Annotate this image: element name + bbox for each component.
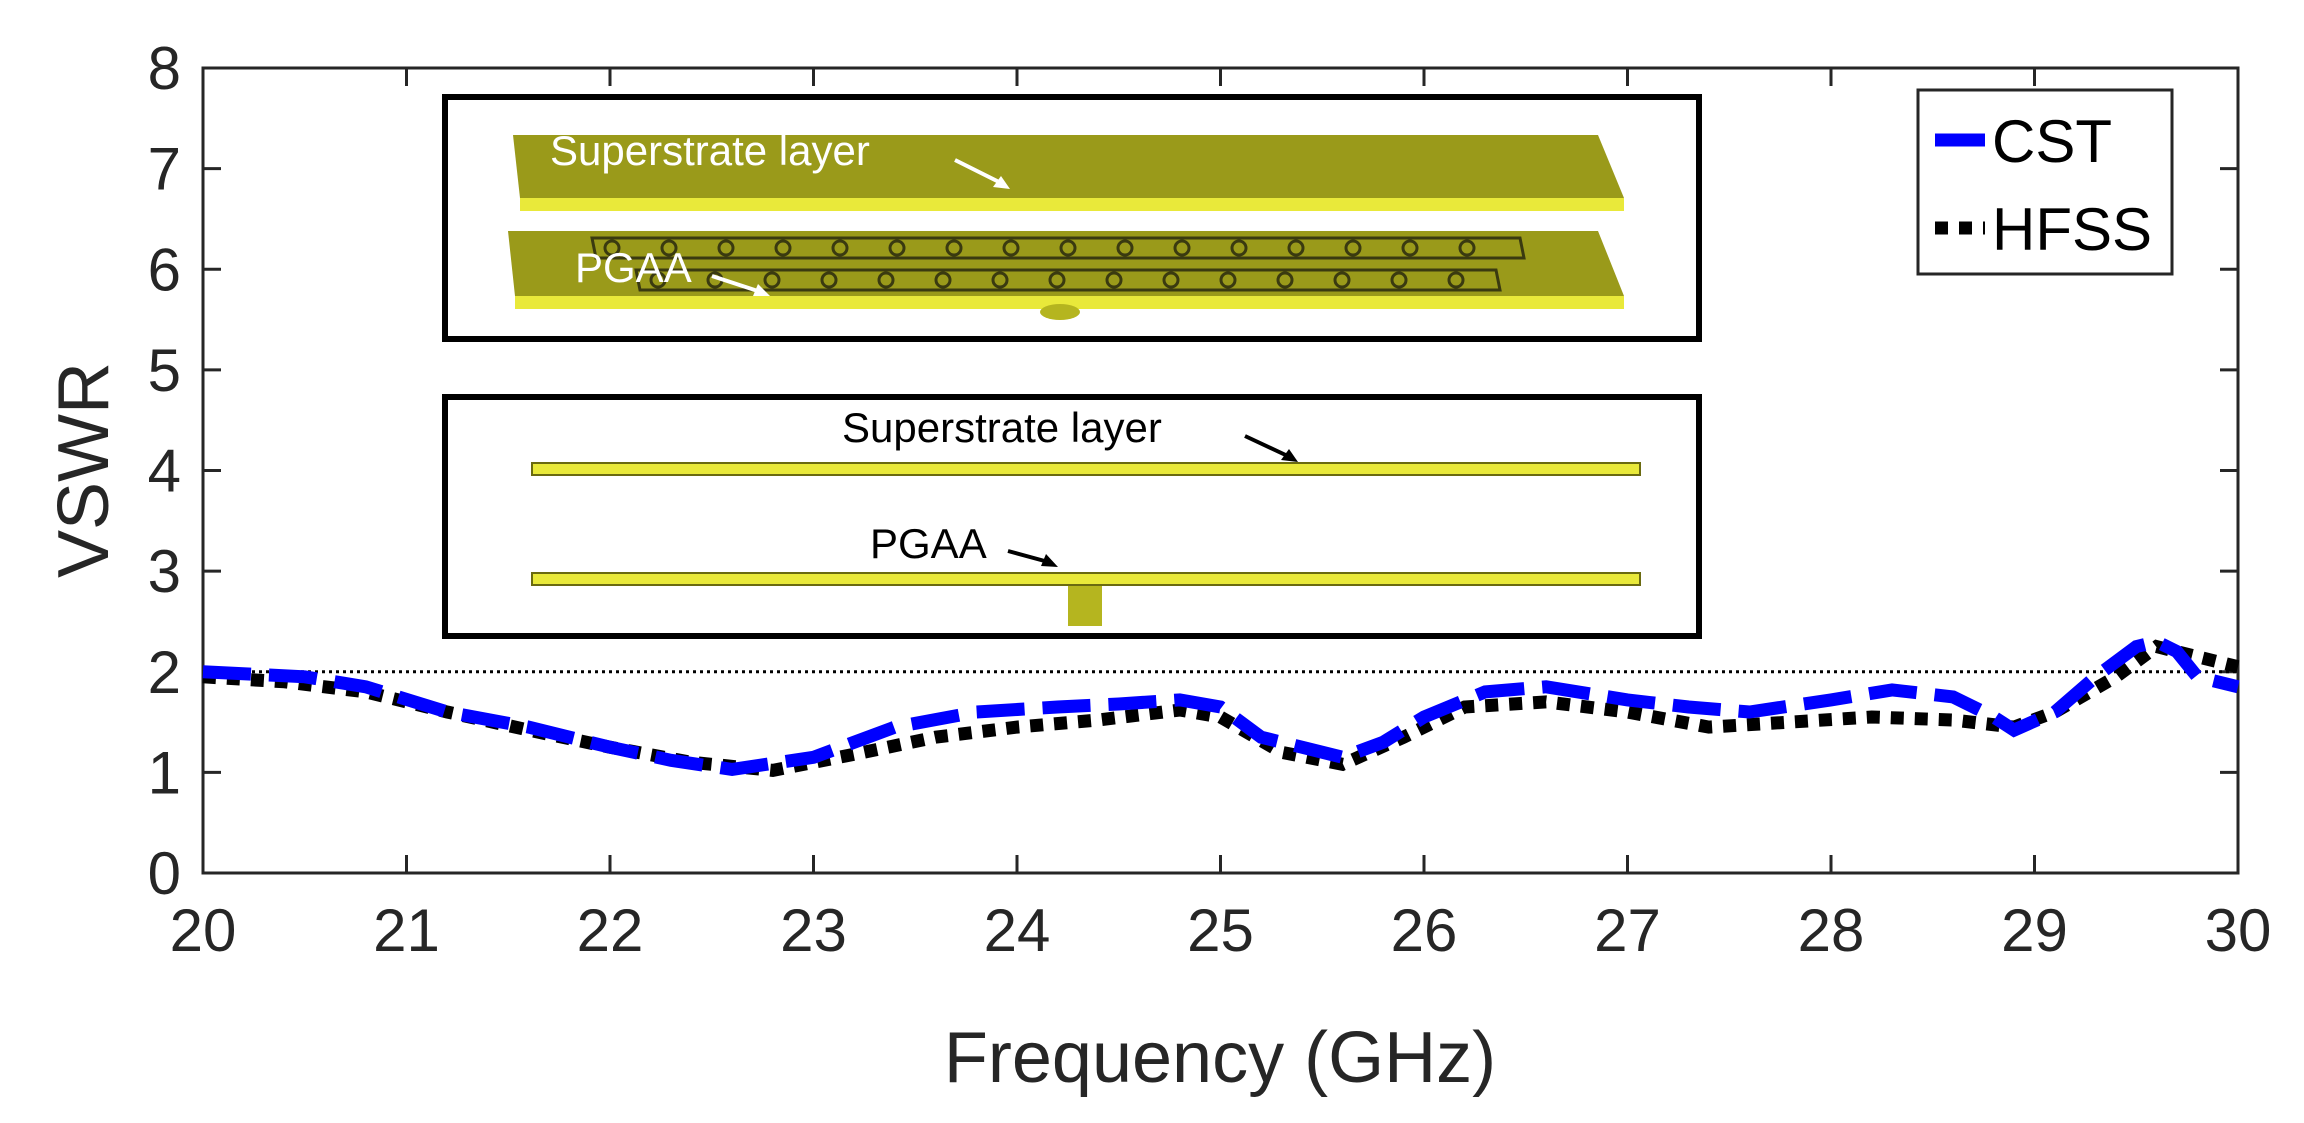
x-axis-ticks (201, 68, 2240, 873)
x-tick-label: 21 (373, 897, 440, 964)
x-axis-tick-labels: 20 21 22 23 24 25 26 27 28 29 30 (170, 897, 2272, 964)
patch-element (1447, 271, 1465, 289)
inset-top-arrow-superstrate (954, 158, 1006, 187)
patch-element (1276, 271, 1294, 289)
inset-side-view: Superstrate layer PGAA (442, 394, 1702, 639)
superstrate-layer-3d (513, 135, 1624, 211)
x-tick-label: 24 (984, 897, 1051, 964)
y-tick-label: 0 (148, 840, 181, 907)
legend-label-cst: CST (1992, 108, 2112, 175)
legend-box (1916, 88, 2174, 276)
patch-element (991, 271, 1009, 289)
patch-element (877, 271, 895, 289)
x-tick-label: 26 (1391, 897, 1458, 964)
inset-bottom-arrow-superstrate (1244, 434, 1293, 460)
patch-element (1401, 239, 1419, 257)
inset-top-arrowhead-superstrate (993, 176, 1010, 189)
y-tick-label: 8 (148, 35, 181, 102)
x-axis-title: Frequency (GHz) (944, 1018, 1496, 1098)
patch-element (1173, 239, 1191, 257)
pgaa-layer-side (531, 572, 1641, 586)
y-tick-label: 3 (148, 538, 181, 605)
patch-element (1116, 239, 1134, 257)
patch-element (1344, 239, 1362, 257)
y-axis-title: VSWR (44, 362, 124, 578)
y-tick-label: 7 (148, 136, 181, 203)
y-tick-label: 2 (148, 639, 181, 706)
patch-element (1105, 271, 1123, 289)
patch-element (831, 239, 849, 257)
patch-element (1219, 271, 1237, 289)
y-tick-label: 4 (148, 438, 181, 505)
inset-bottom-frame (442, 394, 1702, 639)
inset-top-label-pgaa: PGAA (575, 244, 692, 291)
patch-element (649, 271, 667, 289)
inset-top-arrowhead-pgaa (753, 284, 770, 296)
y-axis-ticks (203, 66, 2238, 875)
patch-element (774, 239, 792, 257)
patch-element (1048, 271, 1066, 289)
x-tick-label: 28 (1798, 897, 1865, 964)
inset-top-arrow-pgaa (711, 274, 765, 295)
patch-element (1287, 239, 1305, 257)
series-line-cst (202, 634, 2240, 776)
x-tick-label: 23 (780, 897, 847, 964)
legend: CST HFSS (1916, 88, 2174, 276)
patch-array (590, 236, 1526, 292)
y-tick-label: 1 (148, 739, 181, 806)
inset-top-label-superstrate: Superstrate layer (550, 127, 870, 174)
y-tick-label: 6 (148, 236, 181, 303)
x-tick-label: 22 (577, 897, 644, 964)
patch-element (1458, 239, 1476, 257)
feed-connector-side (1068, 586, 1102, 626)
patch-element (660, 239, 678, 257)
inset-perspective-view: Superstrate layer PGAA (442, 94, 1702, 342)
pgaa-layer-3d (508, 231, 1624, 320)
legend-label-hfss: HFSS (1992, 196, 2152, 263)
inset-bottom-label-superstrate: Superstrate layer (842, 404, 1162, 451)
y-tick-label: 5 (148, 337, 181, 404)
patch-element (1333, 271, 1351, 289)
x-tick-label: 25 (1187, 897, 1254, 964)
patch-element (717, 239, 735, 257)
inset-bottom-arrowhead-superstrate (1281, 449, 1298, 462)
superstrate-layer-side (531, 462, 1641, 476)
feed-connector (1040, 304, 1080, 320)
patch-element (945, 239, 963, 257)
x-tick-label: 27 (1594, 897, 1661, 964)
patch-element (763, 271, 781, 289)
x-tick-label: 29 (2001, 897, 2068, 964)
x-tick-label: 30 (2205, 897, 2272, 964)
inset-bottom-arrowhead-pgaa (1041, 554, 1058, 567)
x-tick-label: 20 (170, 897, 237, 964)
patch-element (1002, 239, 1020, 257)
patch-element (1230, 239, 1248, 257)
patch-element (603, 239, 621, 257)
patch-element (888, 239, 906, 257)
patch-element (934, 271, 952, 289)
inset-bottom-label-pgaa: PGAA (870, 520, 987, 567)
patch-element (1162, 271, 1180, 289)
patch-element (1059, 239, 1077, 257)
patch-element (820, 271, 838, 289)
y-axis-tick-labels: 0 1 2 3 4 5 6 7 8 (148, 35, 181, 907)
patch-element (1390, 271, 1408, 289)
